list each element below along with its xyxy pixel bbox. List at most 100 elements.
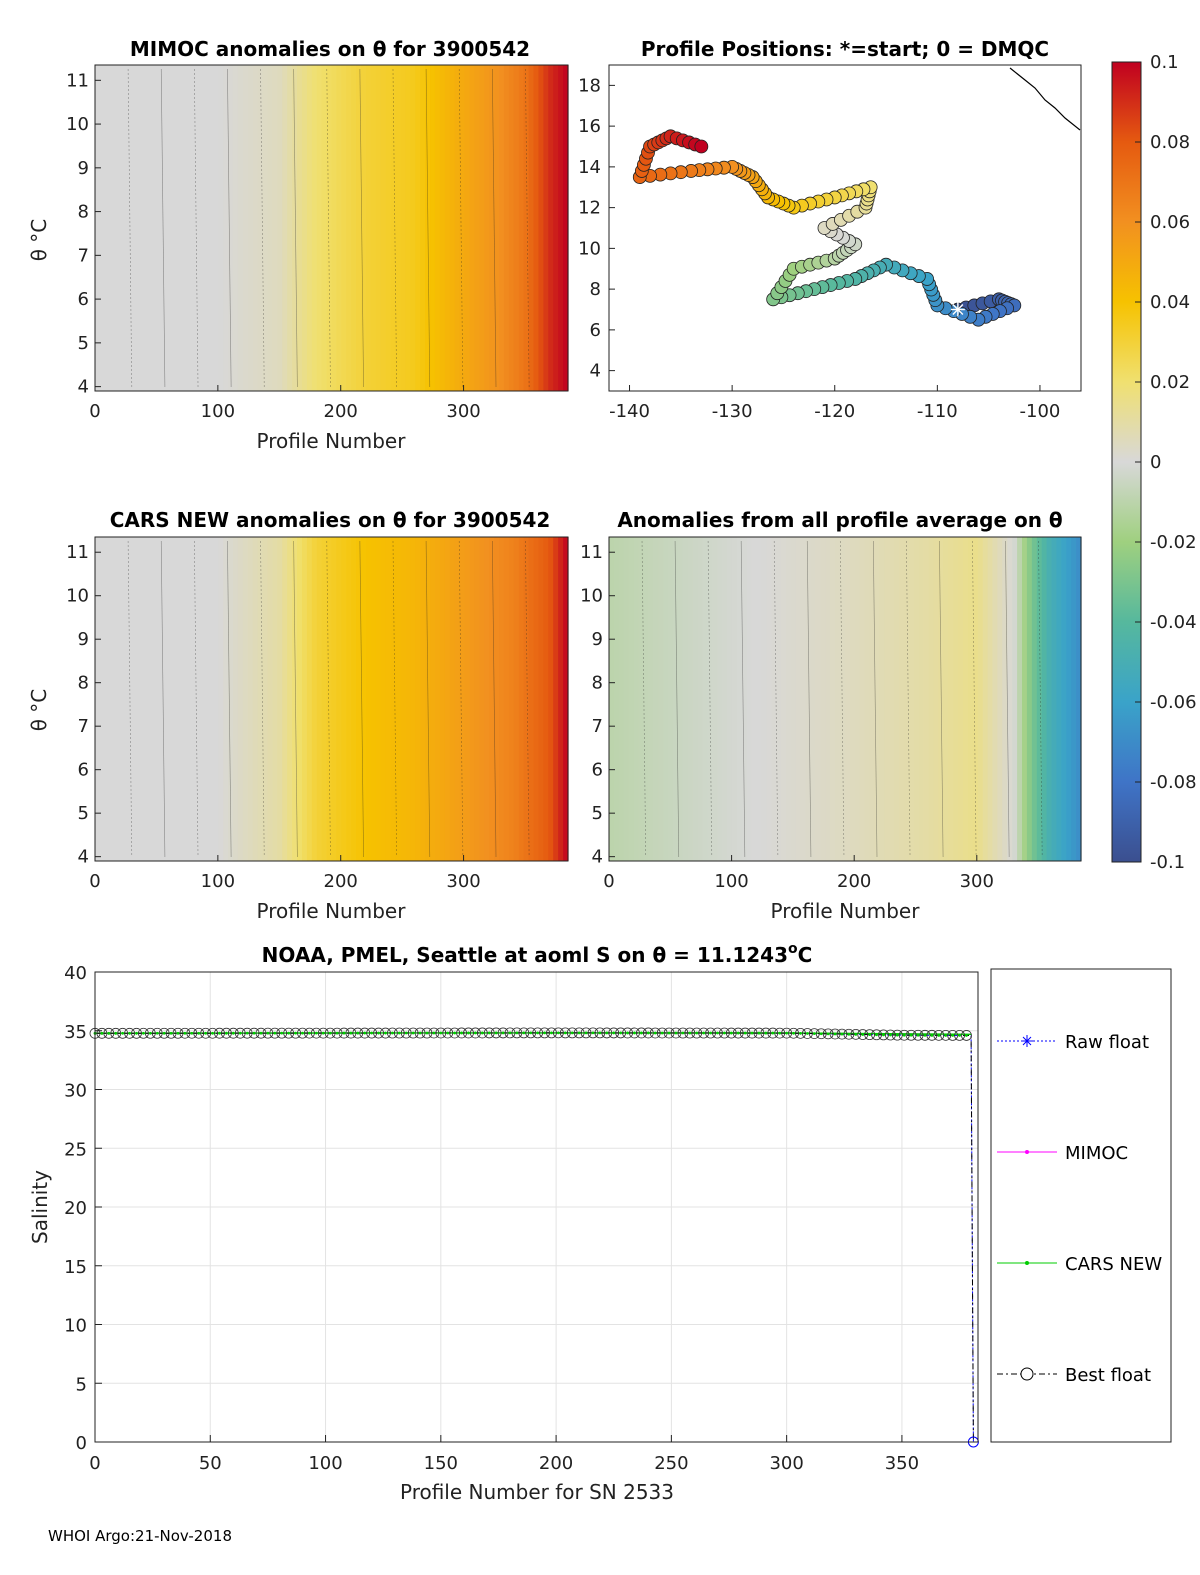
anomaly-cell <box>494 65 500 391</box>
x-tick-label: 100 <box>201 871 235 892</box>
y-tick-label: 30 <box>64 1081 87 1102</box>
cars-new-marker <box>909 1033 913 1037</box>
anomaly-cell <box>543 65 549 391</box>
anomaly-cell <box>528 537 535 861</box>
cars-new-marker <box>888 1033 892 1037</box>
best-float-marker <box>926 1029 938 1041</box>
y-tick-label: 7 <box>592 716 603 737</box>
contour-line <box>525 68 530 388</box>
best-float-marker <box>905 1029 917 1041</box>
anomaly-cell <box>859 537 866 861</box>
anomaly-cell <box>499 537 505 861</box>
footer-stamp: WHOI Argo:21-Nov-2018 <box>48 1527 232 1545</box>
positions-map: -140 -130 -120 -110 -100 4 6 8 10 12 14 16 18 <box>578 64 1082 422</box>
y-tick-label: 5 <box>78 803 89 824</box>
anomaly-cell <box>845 537 851 861</box>
cars-new-marker <box>121 1031 125 1035</box>
anomaly-cell <box>267 65 273 391</box>
cars-new-marker <box>162 1031 166 1035</box>
y-tick-label: 9 <box>592 629 603 650</box>
anomaly-cell <box>415 537 421 861</box>
best-float-marker <box>497 1027 509 1039</box>
x-tick-label: 300 <box>769 1453 803 1474</box>
best-float-marker <box>594 1027 606 1039</box>
cars-new-marker <box>861 1033 865 1036</box>
best-float-marker <box>649 1027 661 1039</box>
cars-new-marker <box>951 1033 955 1037</box>
colorbar-tick-label: -0.02 <box>1150 532 1197 553</box>
anomaly-cell <box>499 65 505 391</box>
best-float-marker <box>663 1027 675 1039</box>
y-tick-label: 9 <box>78 158 89 179</box>
contour-line <box>458 540 464 858</box>
anomaly-cell <box>218 65 224 391</box>
best-float-marker <box>843 1028 855 1040</box>
best-float-marker <box>283 1027 295 1039</box>
cars-new-marker <box>764 1031 768 1035</box>
cars-new-marker <box>363 1031 367 1035</box>
best-float-marker <box>345 1027 357 1039</box>
anomaly-cell <box>380 537 387 861</box>
anomaly-cell <box>257 537 264 861</box>
contour-line <box>839 540 845 858</box>
anomaly-cell <box>336 65 342 391</box>
anomaly-cell <box>311 537 318 861</box>
anomaly-cell <box>672 537 679 861</box>
anomaly-cell <box>474 65 480 391</box>
anomaly-cell <box>134 537 140 861</box>
anomaly-cell <box>894 537 900 861</box>
y-tick-label: 4 <box>78 847 89 868</box>
x-tick-label: 0 <box>89 401 100 422</box>
contour-line <box>458 68 464 388</box>
anomaly-cell <box>183 65 190 391</box>
cars-new-marker <box>377 1031 380 1035</box>
contour-line <box>326 540 331 858</box>
mimoc-xlabel: Profile Number <box>257 429 407 453</box>
salinity-xlabel: Profile Number for SN 2533 <box>400 1480 674 1504</box>
anomaly-cell <box>982 537 989 861</box>
contour-line <box>260 540 265 858</box>
anomaly-cell <box>643 537 649 861</box>
salinity-legend: Raw float MIMOC CARS NEW Best float <box>990 968 1172 1443</box>
best-float-marker <box>871 1029 882 1041</box>
anomaly-cell <box>1056 537 1062 861</box>
cars-new-marker <box>439 1031 443 1035</box>
anomaly-cell <box>761 537 767 861</box>
anomaly-cell <box>203 537 209 861</box>
cars-new-marker <box>750 1031 754 1035</box>
cars-new-marker <box>176 1031 180 1035</box>
best-float-marker <box>954 1030 965 1041</box>
anomaly-cell <box>854 537 861 861</box>
salinity-title: NOAA, PMEL, Seattle at aoml S on θ = 11.… <box>262 941 813 967</box>
contour-line <box>773 540 779 858</box>
cars-new-marker <box>266 1031 270 1035</box>
anomaly-cell <box>518 537 525 861</box>
anomaly-cell <box>341 537 347 861</box>
legend-label: Best float <box>1065 1365 1151 1386</box>
anomaly-cell <box>756 537 763 861</box>
anomaly-cell <box>800 537 807 861</box>
cars-new-marker <box>169 1031 173 1035</box>
anomaly-cell <box>628 537 635 861</box>
cars-new-marker <box>895 1033 899 1037</box>
cars-new-marker <box>287 1031 291 1035</box>
cars-new-marker <box>757 1031 761 1035</box>
anomaly-cell <box>889 537 895 861</box>
cars-new-marker <box>314 1031 318 1035</box>
anomaly-cell <box>558 537 564 861</box>
anomaly-cell <box>390 65 397 391</box>
best-float-marker <box>504 1027 516 1039</box>
contour-line <box>194 68 199 388</box>
anomaly-cell <box>99 65 106 391</box>
contour-line <box>227 68 232 388</box>
anomaly-cell <box>533 537 540 861</box>
cars-new-marker <box>148 1031 152 1035</box>
y-tick-label: 4 <box>78 377 89 398</box>
cars-new-marker <box>335 1031 339 1035</box>
best-float-marker <box>179 1027 191 1039</box>
anomaly-cell <box>104 65 111 391</box>
anomaly-cell <box>908 537 915 861</box>
cars-new-marker <box>646 1031 650 1035</box>
contour-line <box>425 68 431 388</box>
anomaly-cell <box>183 537 190 861</box>
